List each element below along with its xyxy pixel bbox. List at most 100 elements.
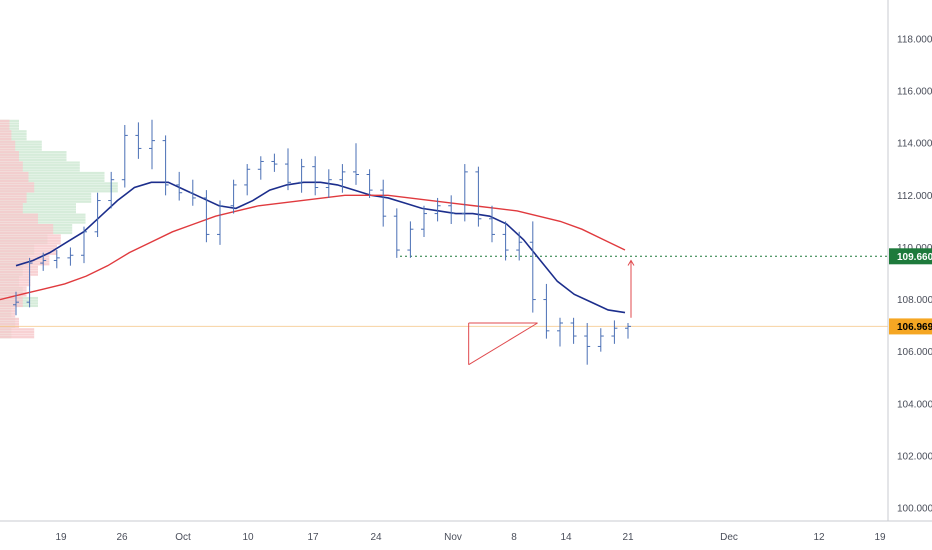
price-tick-label: 104.000: [897, 399, 932, 410]
candle: [230, 179, 237, 214]
candle: [149, 119, 155, 170]
price-tick-label: 108.000: [897, 295, 932, 306]
candle: [81, 226, 87, 264]
candle: [325, 169, 332, 198]
annotations: [0, 255, 888, 366]
candle: [257, 156, 264, 180]
profile-down-bar: [0, 148, 16, 151]
profile-down-bar: [0, 218, 38, 222]
time-tick-label: 8: [511, 532, 517, 543]
profile-down-bar: [0, 336, 35, 339]
profile-up-bar: [0, 132, 27, 136]
profile-up-bar: [0, 197, 92, 201]
price-badge: [889, 318, 932, 335]
profile-down-bar: [0, 203, 23, 206]
time-tick-label: 19: [55, 532, 67, 543]
profile-down-bar: [0, 291, 27, 295]
time-tick-label: 24: [370, 532, 382, 543]
profile-down-bar: [0, 184, 35, 188]
profile-down-bar: [0, 164, 23, 167]
candle: [461, 164, 468, 222]
profile-down-bar: [0, 195, 27, 198]
profile-up-bar: [0, 137, 27, 141]
profile-up-bar: [0, 153, 67, 156]
profile-down-bar: [0, 289, 27, 292]
profile-down-bar: [0, 307, 16, 310]
time-tick-label: 19: [874, 532, 886, 543]
profile-down-bar: [0, 179, 29, 182]
profile-down-bar: [0, 302, 23, 305]
profile-down-bar: [0, 130, 12, 133]
profile-down-bar: [0, 156, 19, 159]
profile-down-bar: [0, 161, 23, 164]
price-tick-label: 100.000: [897, 504, 932, 515]
candle: [285, 148, 291, 191]
profile-down-bar: [0, 270, 38, 274]
price-tick-label: 114.000: [897, 139, 932, 150]
candle: [244, 164, 251, 196]
profile-down-bar: [0, 273, 38, 276]
candle: [516, 231, 523, 261]
candle: [189, 179, 196, 206]
profile-down-bar: [0, 190, 35, 193]
candle: [13, 291, 19, 316]
candle: [203, 190, 210, 243]
profile-down-bar: [0, 296, 23, 300]
profile-up-bar: [0, 156, 67, 159]
candle: [67, 247, 74, 266]
profile-up-bar: [0, 187, 118, 190]
candle: [597, 328, 604, 352]
profile-down-bar: [0, 239, 61, 242]
moving-averages: [0, 181, 626, 314]
profile-down-bar: [0, 174, 29, 177]
profile-down-bar: [0, 169, 23, 172]
profile-up-bar: [0, 179, 105, 182]
candle: [407, 221, 414, 258]
profile-up-bar: [0, 203, 76, 206]
profile-down-bar: [0, 265, 38, 268]
candle: [217, 200, 223, 245]
profile-up-bar: [0, 184, 118, 188]
profile-down-bar: [0, 223, 54, 227]
profile-down-bar: [0, 127, 10, 130]
candle: [162, 135, 169, 196]
profile-down-bar: [0, 276, 31, 279]
profile-up-bar: [0, 210, 76, 214]
price-tick-label: 116.000: [897, 87, 932, 98]
candle: [121, 124, 128, 188]
candle: [489, 205, 495, 243]
candle: [135, 122, 142, 159]
candle: [26, 257, 33, 308]
profile-up-bar: [0, 216, 86, 219]
profile-down-bar: [0, 140, 16, 143]
candle: [434, 197, 441, 222]
profile-down-bar: [0, 263, 50, 266]
profile-down-bar: [0, 247, 57, 250]
profile-up-bar: [0, 190, 118, 193]
ma-fast-line: [15, 181, 626, 314]
candle: [502, 221, 509, 261]
profile-down-bar: [0, 158, 19, 162]
candle: [298, 158, 305, 193]
profile-down-bar: [0, 312, 16, 315]
ma-slow-line: [0, 194, 626, 301]
volume-profile: [0, 119, 118, 339]
profile-up-bar: [0, 158, 67, 162]
candle: [53, 250, 60, 269]
profile-down-bar: [0, 231, 54, 235]
price-tick-label: 102.000: [897, 451, 932, 462]
profile-down-bar: [0, 145, 16, 149]
profile-down-bar: [0, 197, 27, 201]
candle: [475, 166, 482, 227]
profile-down-bar: [0, 137, 12, 141]
candle: [543, 283, 550, 339]
candles: [13, 119, 631, 365]
profile-down-bar: [0, 192, 27, 196]
profile-up-bar: [0, 145, 42, 149]
profile-up-bar: [0, 143, 42, 146]
profile-down-bar: [0, 278, 31, 282]
profile-up-bar: [0, 208, 76, 211]
profile-down-bar: [0, 151, 19, 154]
